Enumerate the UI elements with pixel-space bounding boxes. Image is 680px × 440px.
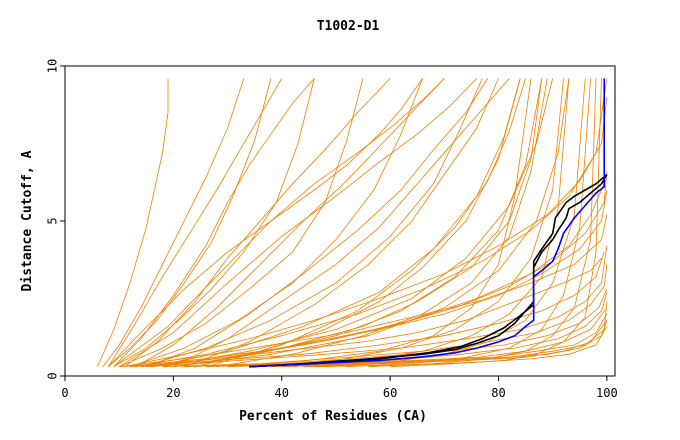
x-tick-label: 60 bbox=[383, 386, 397, 400]
model-series-line bbox=[390, 78, 602, 368]
model-series-line bbox=[97, 78, 169, 367]
model-series-line bbox=[119, 257, 602, 368]
model-series-line bbox=[140, 78, 483, 368]
x-axis-ticks: 0 20 40 60 80 100 bbox=[61, 376, 618, 400]
model-series-line bbox=[303, 319, 608, 368]
model-series-line bbox=[184, 78, 499, 368]
model-series-line bbox=[129, 78, 423, 368]
y-tick-label: 10 bbox=[46, 59, 60, 73]
highlight-layer bbox=[249, 78, 608, 368]
model-series-line bbox=[118, 78, 478, 368]
model-series-line bbox=[325, 78, 586, 368]
model-series-line bbox=[205, 78, 526, 368]
model-series-line bbox=[151, 78, 521, 368]
highlight-series-line-black bbox=[249, 174, 608, 368]
model-series-line bbox=[102, 78, 245, 367]
model-series-line bbox=[135, 78, 608, 368]
model-series-line bbox=[135, 78, 445, 368]
model-series-line bbox=[140, 171, 608, 368]
x-tick-label: 100 bbox=[596, 386, 618, 400]
model-series-line bbox=[151, 177, 608, 368]
model-series-line bbox=[108, 78, 423, 367]
model-series-line bbox=[173, 78, 570, 368]
model-series-line bbox=[216, 78, 548, 368]
model-series-line bbox=[173, 78, 510, 368]
model-series-line bbox=[124, 78, 391, 368]
model-series-line bbox=[124, 96, 608, 368]
x-axis-label: Percent of Residues (CA) bbox=[239, 409, 427, 424]
y-axis-label: Distance Cutoff, A bbox=[20, 150, 35, 291]
model-series-line bbox=[260, 78, 564, 368]
model-series-line bbox=[249, 313, 608, 368]
model-series-line bbox=[368, 78, 597, 368]
model-series-line bbox=[113, 78, 315, 367]
model-series-line bbox=[113, 78, 445, 368]
model-series-line bbox=[107, 78, 283, 367]
model-series-line bbox=[146, 78, 489, 368]
y-axis-ticks: 0 5 10 bbox=[46, 59, 65, 380]
y-tick-label: 0 bbox=[46, 372, 60, 379]
x-tick-label: 80 bbox=[491, 386, 505, 400]
chart-title: T1002-D1 bbox=[317, 19, 380, 34]
model-series-line bbox=[129, 251, 605, 368]
y-tick-label: 5 bbox=[46, 217, 60, 224]
model-series-line bbox=[200, 78, 543, 364]
x-tick-label: 20 bbox=[166, 386, 180, 400]
x-tick-label: 0 bbox=[61, 386, 68, 400]
model-series-line bbox=[113, 78, 315, 368]
highlight-series-line-blue bbox=[249, 78, 605, 368]
model-series-line bbox=[108, 78, 272, 368]
x-tick-label: 40 bbox=[275, 386, 289, 400]
model-series-line bbox=[119, 78, 364, 368]
model-series-line bbox=[184, 289, 608, 368]
model-series-line bbox=[346, 78, 591, 368]
